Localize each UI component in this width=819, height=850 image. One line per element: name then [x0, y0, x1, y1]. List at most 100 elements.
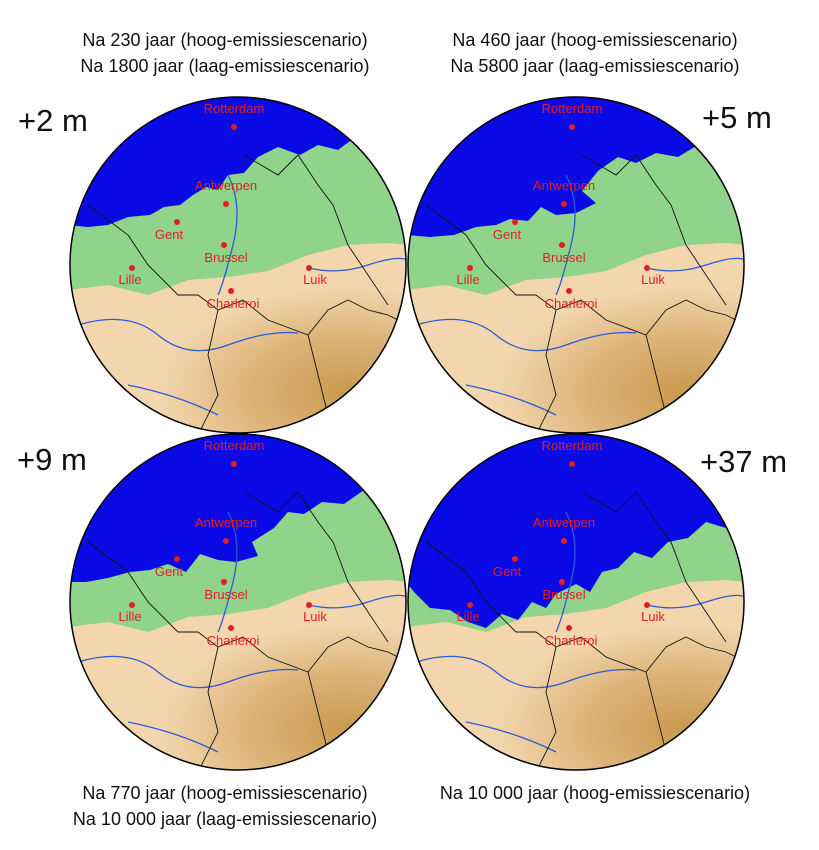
city-marker: [566, 288, 572, 294]
city-marker: [561, 201, 567, 207]
city-marker: [644, 602, 650, 608]
sea-level-rise-label: +5 m: [702, 100, 772, 135]
city-label: Brussel: [542, 250, 585, 265]
city-label: Antwerpen: [195, 515, 257, 530]
city-marker: [306, 602, 312, 608]
river: [555, 511, 576, 633]
city-marker: [467, 602, 473, 608]
city-marker: [228, 288, 234, 294]
city-label: Luik: [303, 272, 327, 287]
city-marker: [306, 265, 312, 271]
river: [415, 655, 637, 689]
river: [77, 318, 299, 352]
city-label: Gent: [155, 564, 184, 579]
caption-line: Na 10 000 jaar (hoog-emissiescenario): [439, 783, 751, 803]
country-border: [87, 541, 406, 673]
city-label: Charleroi: [545, 633, 598, 648]
country-border: [535, 309, 557, 433]
city-marker: [223, 538, 229, 544]
city-marker: [559, 579, 565, 585]
city-label: Gent: [493, 564, 522, 579]
city-label: Gent: [155, 227, 184, 242]
city-label: Rotterdam: [542, 438, 603, 453]
city-label: Antwerpen: [533, 515, 595, 530]
city-label: Rotterdam: [204, 101, 265, 116]
caption-line: Na 1800 jaar (laag-emissiescenario): [80, 56, 370, 76]
city-label: Brussel: [204, 587, 247, 602]
city-label: Lille: [118, 609, 141, 624]
flooded-area: [408, 434, 744, 628]
flooded-area: [70, 434, 406, 582]
country-border: [197, 309, 219, 433]
country-border: [197, 646, 219, 770]
city-label: Charleroi: [207, 296, 260, 311]
flood-map-2m: Rotterdam Antwerpen Gent Brussel Lille Luik Ch…: [68, 95, 408, 435]
map-canvas: Rotterdam Antwerpen Gent Brussel Lille Luik Ch…: [407, 433, 745, 771]
city-label: Rotterdam: [204, 438, 265, 453]
city-label: Brussel: [542, 587, 585, 602]
map-canvas: Rotterdam Antwerpen Gent Brussel Lille Luik Ch…: [69, 433, 407, 771]
city-label: Antwerpen: [195, 178, 257, 193]
country-border: [425, 204, 744, 336]
upland-area: [408, 243, 744, 433]
city-label: Brussel: [204, 250, 247, 265]
caption-line: Na 460 jaar (hoog-emissiescenario): [452, 30, 738, 50]
city-marker: [231, 461, 237, 467]
city-label: Lille: [456, 609, 479, 624]
upland-area: [70, 580, 406, 770]
caption-line: Na 770 jaar (hoog-emissiescenario): [82, 783, 368, 803]
city-label: Charleroi: [207, 633, 260, 648]
country-border: [581, 491, 727, 643]
flood-map-5m: Rotterdam Antwerpen Gent Brussel Lille Luik Ch…: [406, 95, 746, 435]
city-label: Rotterdam: [542, 101, 603, 116]
sea-level-rise-label: +9 m: [17, 442, 87, 477]
caption-top-left: Na 230 jaar (hoog-emissiescenario) Na 18…: [40, 27, 410, 79]
city-label: Antwerpen: [533, 178, 595, 193]
river: [217, 174, 238, 296]
city-marker: [512, 219, 518, 225]
city-marker: [566, 625, 572, 631]
caption-bottom-left: Na 770 jaar (hoog-emissiescenario) Na 10…: [40, 780, 410, 832]
river: [308, 594, 406, 609]
caption-bottom-right: Na 10 000 jaar (hoog-emissiescenario): [410, 780, 780, 806]
city-marker: [129, 602, 135, 608]
map-outline: [407, 433, 745, 771]
map-canvas: Rotterdam Antwerpen Gent Brussel Lille Luik Ch…: [69, 96, 407, 434]
flood-map-9m: Rotterdam Antwerpen Gent Brussel Lille Luik Ch…: [68, 432, 408, 772]
country-border: [581, 154, 727, 306]
river: [217, 511, 238, 633]
city-marker: [644, 265, 650, 271]
city-marker: [174, 556, 180, 562]
city-label: Lille: [456, 272, 479, 287]
city-marker: [561, 538, 567, 544]
city-marker: [569, 461, 575, 467]
city-marker: [129, 265, 135, 271]
upland-area: [408, 580, 744, 770]
city-marker: [569, 124, 575, 130]
city-marker: [228, 625, 234, 631]
city-label: Luik: [641, 609, 665, 624]
river: [308, 257, 406, 272]
caption-line: Na 5800 jaar (laag-emissiescenario): [450, 56, 740, 76]
country-border: [243, 491, 389, 643]
river: [646, 257, 744, 272]
map-canvas: Rotterdam Antwerpen Gent Brussel Lille Luik Ch…: [407, 96, 745, 434]
map-outline: [69, 433, 407, 771]
map-outline: [407, 96, 745, 434]
city-marker: [512, 556, 518, 562]
city-marker: [223, 201, 229, 207]
country-border: [243, 154, 389, 306]
river: [646, 594, 744, 609]
country-border: [425, 541, 744, 673]
city-label: Charleroi: [545, 296, 598, 311]
city-marker: [221, 242, 227, 248]
city-marker: [467, 265, 473, 271]
city-marker: [559, 242, 565, 248]
city-marker: [221, 579, 227, 585]
city-label: Gent: [493, 227, 522, 242]
flood-map-37m: Rotterdam Antwerpen Gent Brussel Lille Luik Ch…: [406, 432, 746, 772]
flooded-area: [408, 97, 744, 237]
river: [555, 174, 576, 296]
caption-line: Na 230 jaar (hoog-emissiescenario): [82, 30, 368, 50]
city-marker: [231, 124, 237, 130]
